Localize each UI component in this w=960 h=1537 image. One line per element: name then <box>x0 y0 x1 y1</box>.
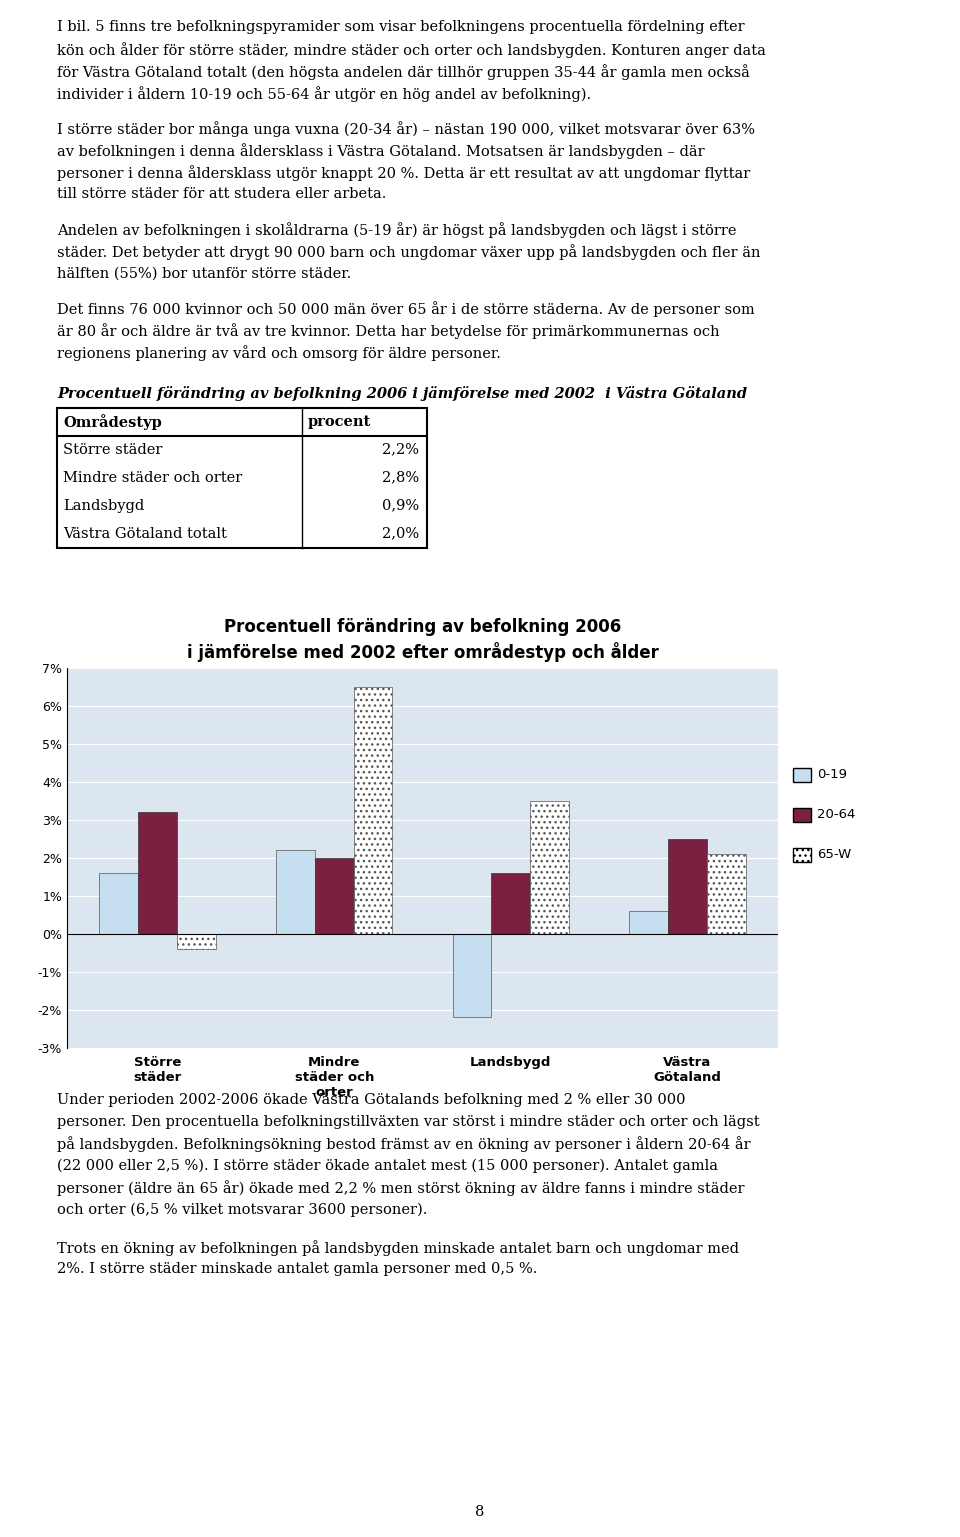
Bar <box>530 801 569 933</box>
Bar <box>353 687 393 933</box>
Text: Större städer: Större städer <box>63 443 162 456</box>
Text: regionens planering av vård och omsorg för äldre personer.: regionens planering av vård och omsorg f… <box>57 346 501 361</box>
Text: procent: procent <box>308 415 372 429</box>
Bar <box>177 933 216 948</box>
Text: kön och ålder för större städer, mindre städer och orter och landsbygden. Kontur: kön och ålder för större städer, mindre … <box>57 41 766 58</box>
Bar <box>276 850 315 933</box>
Text: 2,2%: 2,2% <box>382 443 419 456</box>
Bar <box>793 767 811 782</box>
Bar <box>793 807 811 822</box>
Text: personer. Den procentuella befolkningstillväxten var störst i mindre städer och : personer. Den procentuella befolkningsti… <box>57 1114 759 1128</box>
Text: 20-64: 20-64 <box>817 808 855 821</box>
Bar <box>452 933 492 1017</box>
Text: hälften (55%) bor utanför större städer.: hälften (55%) bor utanför större städer. <box>57 266 351 280</box>
Bar <box>57 407 427 547</box>
Text: Procentuell förändring av befolkning 2006 i jämförelse med 2002  i Västra Götala: Procentuell förändring av befolkning 200… <box>57 386 747 401</box>
Text: I bil. 5 finns tre befolkningspyramider som visar befolkningens procentuella för: I bil. 5 finns tre befolkningspyramider … <box>57 20 745 34</box>
Bar <box>668 839 707 933</box>
Text: och orter (6,5 % vilket motsvarar 3600 personer).: och orter (6,5 % vilket motsvarar 3600 p… <box>57 1202 427 1217</box>
Text: Trots en ökning av befolkningen på landsbygden minskade antalet barn och ungdoma: Trots en ökning av befolkningen på lands… <box>57 1240 739 1256</box>
Text: personer (äldre än 65 år) ökade med 2,2 % men störst ökning av äldre fanns i min: personer (äldre än 65 år) ökade med 2,2 … <box>57 1180 745 1196</box>
Text: 0,9%: 0,9% <box>382 498 419 513</box>
Text: 65-W: 65-W <box>817 848 852 861</box>
Bar <box>629 911 668 933</box>
Bar <box>707 853 746 933</box>
Text: 2,0%: 2,0% <box>382 527 419 541</box>
Text: 2,8%: 2,8% <box>382 470 419 484</box>
Text: individer i åldern 10-19 och 55-64 år utgör en hög andel av befolkning).: individer i åldern 10-19 och 55-64 år ut… <box>57 86 591 101</box>
Text: 0-19: 0-19 <box>817 768 847 781</box>
Text: 8: 8 <box>475 1505 485 1519</box>
Bar <box>138 812 177 933</box>
Text: 2%. I större städer minskade antalet gamla personer med 0,5 %.: 2%. I större städer minskade antalet gam… <box>57 1262 538 1276</box>
Text: städer. Det betyder att drygt 90 000 barn och ungdomar växer upp på landsbygden : städer. Det betyder att drygt 90 000 bar… <box>57 244 760 260</box>
Bar <box>793 847 811 862</box>
Bar <box>492 873 530 933</box>
Text: personer i denna åldersklass utgör knappt 20 %. Detta är ett resultat av att ung: personer i denna åldersklass utgör knapp… <box>57 164 751 181</box>
Text: (22 000 eller 2,5 %). I större städer ökade antalet mest (15 000 personer). Anta: (22 000 eller 2,5 %). I större städer ök… <box>57 1159 718 1173</box>
Text: är 80 år och äldre är två av tre kvinnor. Detta har betydelse för primärkommuner: är 80 år och äldre är två av tre kvinnor… <box>57 324 720 340</box>
Text: för Västra Götaland totalt (den högsta andelen där tillhör gruppen 35-44 år gaml: för Västra Götaland totalt (den högsta a… <box>57 65 750 80</box>
Text: av befolkningen i denna åldersklass i Västra Götaland. Motsatsen är landsbygden : av befolkningen i denna åldersklass i Vä… <box>57 143 705 158</box>
Text: på landsbygden. Befolkningsökning bestod främst av en ökning av personer i ålder: på landsbygden. Befolkningsökning bestod… <box>57 1136 751 1153</box>
Bar <box>99 873 138 933</box>
Text: Västra Götaland totalt: Västra Götaland totalt <box>63 527 227 541</box>
Text: Det finns 76 000 kvinnor och 50 000 män över 65 år i de större städerna. Av de p: Det finns 76 000 kvinnor och 50 000 män … <box>57 301 755 318</box>
Text: till större städer för att studera eller arbeta.: till större städer för att studera eller… <box>57 188 386 201</box>
Text: Andelen av befolkningen i skolåldrarna (5-19 år) är högst på landsbygden och läg: Andelen av befolkningen i skolåldrarna (… <box>57 223 736 238</box>
Text: Procentuell förändring av befolkning 2006
i jämförelse med 2002 efter områdestyp: Procentuell förändring av befolkning 200… <box>186 618 659 662</box>
Text: Landsbygd: Landsbygd <box>63 498 144 513</box>
Text: I större städer bor många unga vuxna (20-34 år) – nästan 190 000, vilket motsvar: I större städer bor många unga vuxna (20… <box>57 121 755 137</box>
Text: Områdestyp: Områdestyp <box>63 413 161 429</box>
Bar <box>315 858 353 933</box>
Text: Mindre städer och orter: Mindre städer och orter <box>63 470 242 484</box>
Text: Under perioden 2002-2006 ökade Västra Götalands befolkning med 2 % eller 30 000: Under perioden 2002-2006 ökade Västra Gö… <box>57 1093 685 1107</box>
